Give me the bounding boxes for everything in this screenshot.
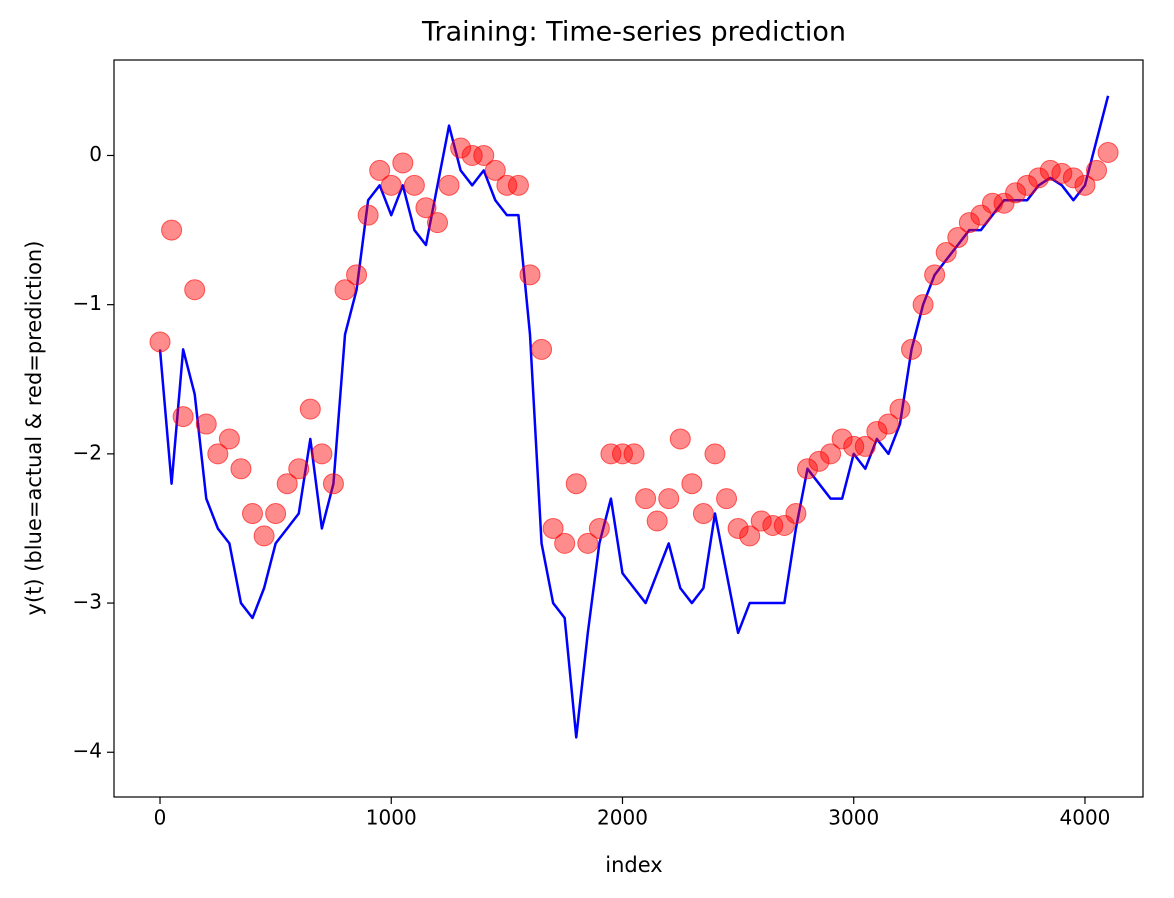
prediction-point [912, 294, 934, 316]
prediction-point [727, 517, 749, 539]
prediction-point [161, 219, 183, 241]
prediction-point [322, 473, 344, 495]
prediction-point [265, 503, 287, 525]
y-tick-label: −2 [73, 440, 102, 464]
prediction-point [588, 517, 610, 539]
x-axis-label: index [605, 853, 662, 877]
prediction-point [1005, 182, 1027, 204]
axes-frame [113, 59, 1144, 798]
prediction-point [1086, 159, 1108, 181]
prediction-point [866, 420, 888, 442]
y-tick-label: 0 [89, 142, 102, 166]
prediction-point [785, 503, 807, 525]
chart-title: Training: Time-series prediction [421, 17, 846, 48]
prediction-point [392, 152, 414, 174]
prediction-point [218, 428, 240, 450]
y-tick-label: −4 [73, 739, 102, 763]
prediction-point [473, 144, 495, 166]
prediction-point [658, 488, 680, 510]
prediction-point [531, 338, 553, 360]
y-tick-label: −3 [73, 590, 102, 614]
prediction-point [207, 443, 229, 465]
prediction-point [565, 473, 587, 495]
prediction-point [380, 174, 402, 196]
x-tick-label: 4000 [1060, 806, 1111, 830]
prediction-point [1062, 167, 1084, 189]
prediction-point [1016, 174, 1038, 196]
prediction-point [958, 212, 980, 234]
prediction-point [600, 443, 622, 465]
prediction-point [334, 279, 356, 301]
prediction-point [276, 473, 298, 495]
prediction-point [195, 413, 217, 435]
prediction-point [184, 279, 206, 301]
x-tick-label: 3000 [828, 806, 879, 830]
prediction-point [1074, 174, 1096, 196]
prediction-point [172, 406, 194, 428]
prediction-point [461, 144, 483, 166]
prediction-point [507, 174, 529, 196]
prediction-point [230, 458, 252, 480]
prediction-point [415, 197, 437, 219]
prediction-point [843, 435, 865, 457]
prediction-point [739, 525, 761, 547]
prediction-point [299, 398, 321, 420]
prediction-point [796, 458, 818, 480]
prediction-point [484, 159, 506, 181]
prediction-point [519, 264, 541, 286]
prediction-point [993, 192, 1015, 214]
x-tick-label: 1000 [366, 806, 417, 830]
prediction-point [704, 443, 726, 465]
prediction-point [1051, 162, 1073, 184]
prediction-point [1097, 141, 1119, 163]
prediction-point [901, 338, 923, 360]
prediction-point [831, 428, 853, 450]
prediction-point [947, 227, 969, 249]
actual-line [158, 95, 1110, 739]
prediction-point [681, 473, 703, 495]
prediction-point [253, 525, 275, 547]
prediction-point [692, 503, 714, 525]
prediction-point [1028, 167, 1050, 189]
prediction-point [716, 488, 738, 510]
prediction-point [311, 443, 333, 465]
prediction-point [611, 443, 633, 465]
prediction-point [554, 532, 576, 554]
prediction-point [635, 488, 657, 510]
prediction-point [889, 398, 911, 420]
x-tick-label: 0 [154, 806, 167, 830]
prediction-point [646, 510, 668, 532]
prediction-point [288, 458, 310, 480]
prediction-point [369, 159, 391, 181]
prediction-point [750, 510, 772, 532]
prediction-point [924, 264, 946, 286]
prediction-point [346, 264, 368, 286]
y-axis-label: y(t) (blue=actual & red=prediction) [22, 241, 46, 616]
prediction-point [877, 413, 899, 435]
prediction-point [438, 174, 460, 196]
prediction-point [762, 514, 784, 536]
prediction-point [820, 443, 842, 465]
prediction-point [808, 450, 830, 472]
y-tick-label: −1 [73, 291, 102, 315]
prediction-point [854, 435, 876, 457]
x-tick-label: 2000 [597, 806, 648, 830]
prediction-point [403, 174, 425, 196]
prediction-point [623, 443, 645, 465]
prediction-point [149, 331, 171, 353]
prediction-point [669, 428, 691, 450]
prediction-point [357, 204, 379, 226]
prediction-point [981, 192, 1003, 214]
prediction-point [496, 174, 518, 196]
prediction-point [935, 241, 957, 263]
prediction-point [426, 212, 448, 234]
prediction-point [450, 137, 472, 159]
prediction-point [242, 503, 264, 525]
prediction-point [577, 532, 599, 554]
prediction-point [542, 517, 564, 539]
